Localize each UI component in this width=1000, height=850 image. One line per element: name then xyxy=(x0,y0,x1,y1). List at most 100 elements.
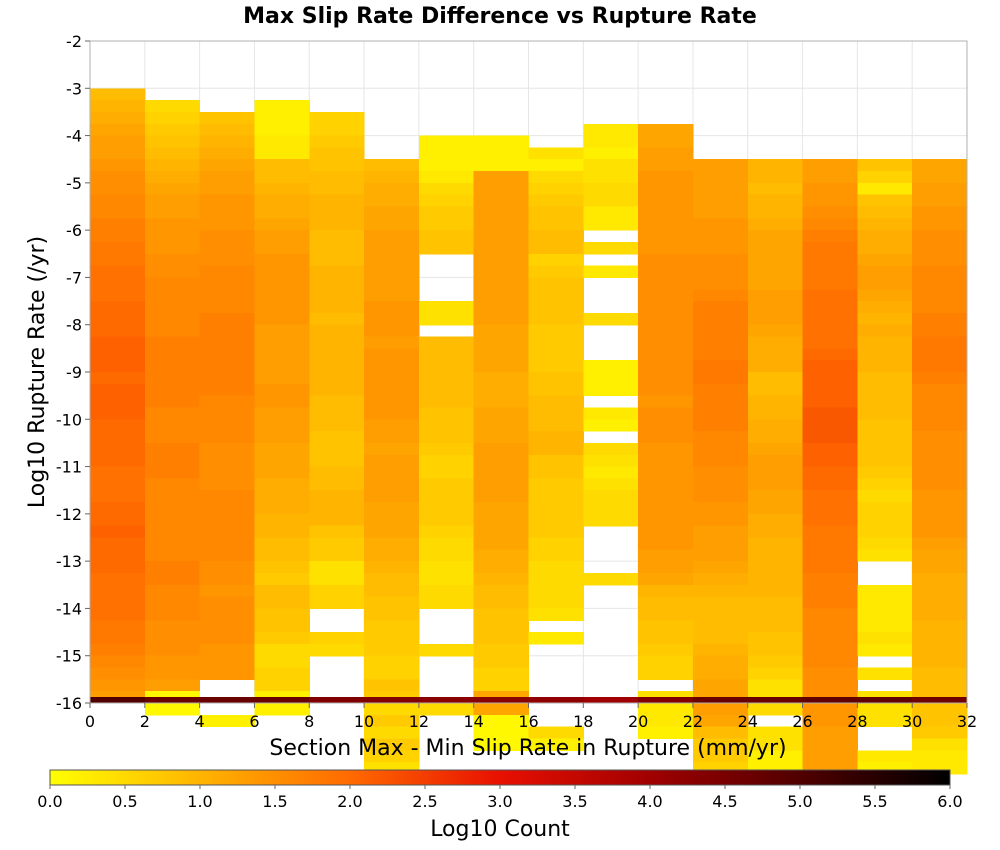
heatmap-cell xyxy=(309,301,365,314)
heatmap-cell xyxy=(528,407,584,420)
heatmap-cell xyxy=(199,407,256,420)
heatmap-cell xyxy=(90,537,146,550)
heatmap-cell xyxy=(802,549,858,562)
heatmap-cell xyxy=(90,360,146,373)
heatmap-cell xyxy=(199,277,256,290)
heatmap-cell xyxy=(692,679,749,692)
heatmap-cell xyxy=(309,289,365,302)
heatmap-cell xyxy=(364,206,420,219)
heatmap-cell xyxy=(802,348,858,361)
heatmap-cell xyxy=(473,537,530,550)
heatmap-cell xyxy=(254,667,310,680)
heatmap-cell xyxy=(802,253,858,267)
heatmap-cell xyxy=(912,442,968,456)
heatmap-cell xyxy=(747,301,804,314)
x-tick-label: 24 xyxy=(738,712,758,731)
heatmap-cell xyxy=(144,513,201,527)
heatmap-cell xyxy=(747,442,804,456)
heatmap-cell xyxy=(528,442,584,456)
heatmap-cell xyxy=(309,513,365,527)
heatmap-cell xyxy=(144,123,201,137)
colorbar-tick-label: 1.0 xyxy=(187,792,212,811)
heatmap-cell xyxy=(418,490,475,503)
heatmap-cell xyxy=(802,667,858,680)
heatmap-cell xyxy=(802,312,858,326)
heatmap-cell xyxy=(473,336,530,349)
heatmap-cell xyxy=(364,348,420,361)
colorbar-scale xyxy=(49,769,951,786)
heatmap-cell xyxy=(912,265,968,279)
heatmap-cell xyxy=(857,419,913,432)
heatmap-cell xyxy=(473,738,530,751)
heatmap-cell xyxy=(418,703,475,716)
heatmap-cell xyxy=(638,584,694,598)
heatmap-cell xyxy=(364,513,420,527)
heatmap-cell xyxy=(747,490,804,503)
heatmap-cell-bottom-row xyxy=(583,697,639,703)
heatmap-cell xyxy=(638,348,694,361)
heatmap-cell xyxy=(912,171,968,184)
heatmap-cell xyxy=(199,632,256,645)
heatmap-cell xyxy=(473,525,530,539)
heatmap-cell xyxy=(528,253,584,267)
heatmap-cell xyxy=(802,159,858,172)
heatmap-cell xyxy=(747,407,804,420)
heatmap-cell xyxy=(583,407,639,420)
heatmap-cell xyxy=(144,620,201,633)
heatmap-cell xyxy=(144,324,201,338)
heatmap-cell xyxy=(692,490,749,503)
heatmap-cell xyxy=(254,466,310,479)
heatmap-cell xyxy=(473,596,530,610)
heatmap-cell xyxy=(199,218,256,231)
heatmap-cell xyxy=(199,608,256,621)
heatmap-cell xyxy=(802,502,858,515)
heatmap-cell xyxy=(364,182,420,196)
heatmap-cell xyxy=(692,171,749,184)
heatmap-cell xyxy=(638,667,694,680)
heatmap-cell xyxy=(144,265,201,279)
heatmap-cell xyxy=(364,478,420,491)
heatmap-cell xyxy=(528,466,584,479)
heatmap-cell xyxy=(309,241,365,255)
heatmap-cell xyxy=(144,502,201,515)
heatmap-cell xyxy=(309,218,365,231)
heatmap-cell xyxy=(857,253,913,267)
heatmap-cell xyxy=(802,655,858,669)
heatmap-cell xyxy=(309,147,365,160)
heatmap-cell xyxy=(418,301,475,314)
y-tick-label: -12 xyxy=(56,505,82,524)
colorbar-tick-label: 3.5 xyxy=(562,792,587,811)
heatmap-cell xyxy=(90,490,146,503)
heatmap-cell xyxy=(583,360,639,373)
heatmap-cell xyxy=(309,502,365,515)
heatmap-cell xyxy=(90,123,146,137)
heatmap-cell xyxy=(309,454,365,468)
heatmap-cell xyxy=(418,596,475,610)
heatmap-cell xyxy=(364,655,420,669)
heatmap-cell xyxy=(199,513,256,527)
heatmap-cell xyxy=(199,596,256,610)
heatmap-cell xyxy=(747,194,804,208)
heatmap-cell xyxy=(747,643,804,657)
heatmap-cell xyxy=(254,336,310,349)
heatmap-cell xyxy=(90,194,146,208)
heatmap-cell xyxy=(802,324,858,338)
x-tick-label: 28 xyxy=(847,712,867,731)
heatmap-cell xyxy=(473,194,530,208)
heatmap-cell xyxy=(857,714,913,728)
heatmap-cell xyxy=(692,537,749,550)
heatmap-cell xyxy=(912,218,968,231)
heatmap-cell xyxy=(144,431,201,444)
heatmap-cell xyxy=(912,419,968,432)
heatmap-cell xyxy=(857,549,913,562)
heatmap-cell xyxy=(528,572,584,586)
heatmap-cell xyxy=(747,667,804,680)
heatmap-cell xyxy=(90,478,146,491)
heatmap-cell xyxy=(473,324,530,338)
colorbar: 0.0 0.5 1.0 1.5 2.0 2.5 3.0 3.5 4.0 4.5 5.0 5.5 6.0 … xyxy=(37,769,963,842)
heatmap-cell xyxy=(638,336,694,349)
heatmap-cell xyxy=(912,348,968,361)
heatmap-cell xyxy=(254,537,310,550)
heatmap-cell xyxy=(912,289,968,302)
heatmap-cell-bottom-row xyxy=(199,697,256,703)
